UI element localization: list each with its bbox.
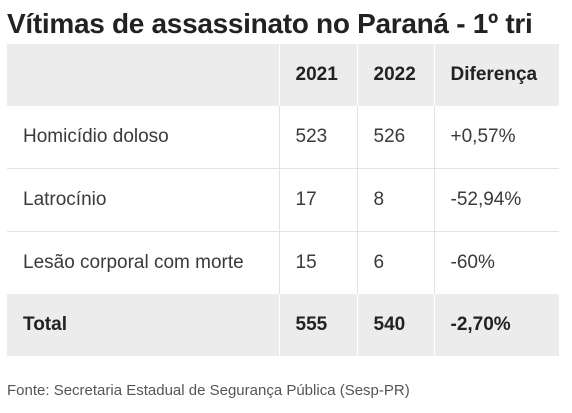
- table-row: Latrocínio 17 8 -52,94%: [7, 168, 559, 232]
- total-diferenca: -2,70%: [433, 294, 559, 356]
- cell-2021: 523: [278, 106, 357, 169]
- cell-2022: 526: [356, 106, 434, 169]
- page-title: Vítimas de assassinato no Paraná - 1º tr…: [7, 8, 533, 39]
- row-label: Latrocínio: [7, 168, 279, 232]
- table-row: Homicídio doloso 523 526 +0,57%: [7, 106, 559, 169]
- header-cell-empty: [7, 44, 279, 106]
- cell-2021: 15: [278, 231, 357, 294]
- header-cell-2021: 2021: [278, 44, 357, 106]
- header-cell-diferenca: Diferença: [433, 44, 559, 106]
- total-2021: 555: [278, 294, 357, 356]
- table-row: Lesão corporal com morte 15 6 -60%: [7, 231, 559, 294]
- header-cell-2022: 2022: [356, 44, 434, 106]
- data-table: 2021 2022 Diferença Homicídio doloso 523…: [7, 44, 559, 356]
- table-header-row: 2021 2022 Diferença: [7, 44, 559, 106]
- row-label: Lesão corporal com morte: [7, 231, 279, 294]
- row-label: Homicídio doloso: [7, 106, 279, 169]
- table-total-row: Total 555 540 -2,70%: [7, 294, 559, 356]
- source-note: Fonte: Secretaria Estadual de Segurança …: [7, 382, 410, 399]
- cell-diferenca: -52,94%: [433, 168, 559, 232]
- cell-diferenca: +0,57%: [433, 106, 559, 169]
- cell-2022: 6: [356, 231, 434, 294]
- cell-2022: 8: [356, 168, 434, 232]
- cell-2021: 17: [278, 168, 357, 232]
- cell-diferenca: -60%: [433, 231, 559, 294]
- total-label: Total: [7, 294, 279, 356]
- total-2022: 540: [356, 294, 434, 356]
